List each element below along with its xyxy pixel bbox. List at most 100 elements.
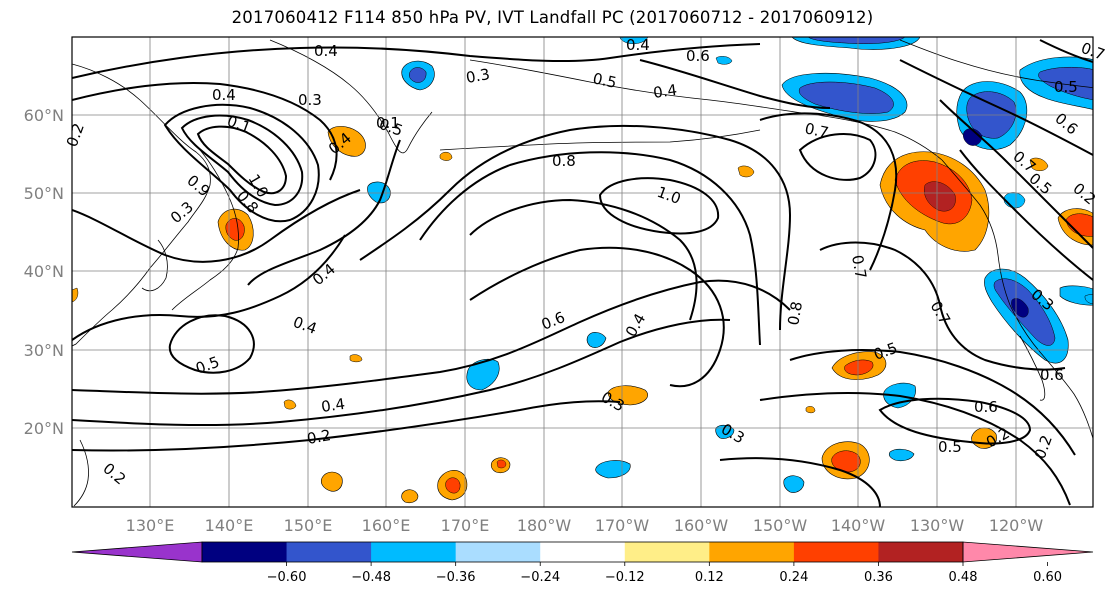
positive-anomaly-patch <box>831 450 861 473</box>
negative-anomaly-patch <box>586 332 607 348</box>
latitude-labels: 60°N 50°N 40°N 30°N 20°N <box>24 106 64 438</box>
contour-label: 0.4 <box>314 42 338 60</box>
colorbar-segment <box>878 542 964 562</box>
positive-anomaly-patch <box>737 165 755 178</box>
pv-contour <box>72 189 361 263</box>
contour-label: 0.6 <box>974 398 998 416</box>
positive-anomaly-patch <box>225 218 245 241</box>
contour-label: 0.7 <box>803 119 830 142</box>
colorbar-segment <box>793 542 879 562</box>
positive-anomaly-patch <box>349 354 363 363</box>
negative-anomaly-patch <box>715 56 733 65</box>
negative-anomaly-patch <box>783 475 805 493</box>
contour-label: 0.5 <box>1054 78 1078 96</box>
pv-contour <box>798 133 877 181</box>
contour-label: 0.8 <box>784 300 806 327</box>
positive-anomaly-patch <box>283 399 297 410</box>
coastline-asia <box>72 63 211 347</box>
pv-contour <box>72 400 621 452</box>
positive-anomaly-patch <box>844 359 874 376</box>
contour-label: 0.4 <box>652 81 678 102</box>
pv-contour <box>759 112 898 271</box>
positive-anomaly-patch <box>320 471 343 492</box>
negative-anomaly-patch <box>595 460 631 479</box>
lon-label: 160°W <box>674 516 729 535</box>
pv-contour <box>939 99 1093 249</box>
shaded-anomaly-layer <box>72 37 1093 504</box>
lon-label: 130°W <box>910 516 965 535</box>
colorbar-tick-label: 0.24 <box>779 570 808 585</box>
colorbar-segment <box>202 542 288 562</box>
coastline-kamchatka <box>269 39 433 154</box>
negative-anomaly-patch <box>619 37 649 44</box>
longitude-labels: 130°E 140°E 150°E 160°E 170°E 180°W 170°… <box>126 516 1044 535</box>
pv-contour <box>1039 39 1093 63</box>
pv-contour <box>72 234 346 341</box>
coastline-alaska <box>469 59 943 161</box>
pv-contour <box>789 349 1076 456</box>
positive-anomaly-patch <box>401 489 419 504</box>
colorbar-tick-label: 0.12 <box>695 570 724 585</box>
lon-label: 150°W <box>753 516 808 535</box>
pv-contour <box>959 149 1093 281</box>
pv-contour <box>72 43 761 79</box>
colorbar: −0.60 −0.48 −0.36 −0.24 −0.12 0.12 0.24 0.36 0.4… <box>71 541 1094 585</box>
map-background <box>72 37 1093 507</box>
colorbar-tick-label: −0.36 <box>436 570 476 585</box>
negative-anomaly-patch <box>807 37 906 44</box>
pv-contour <box>759 392 1071 506</box>
contour-label: 0.1 <box>376 114 400 132</box>
pv-contour <box>469 198 698 321</box>
colorbar-segment <box>286 542 372 562</box>
pv-contour <box>469 246 725 388</box>
colorbar-segment <box>371 542 457 562</box>
pv-contour <box>247 139 401 286</box>
lat-label: 40°N <box>24 262 64 281</box>
positive-anomaly-patch <box>327 126 366 157</box>
pv-contour <box>419 151 761 346</box>
lon-label: 180°W <box>517 516 572 535</box>
pv-contour-layer <box>72 39 1093 507</box>
pv-contour <box>180 114 304 207</box>
positive-anomaly-patch <box>439 151 453 161</box>
negative-anomaly-patch <box>715 424 735 439</box>
pv-contour <box>878 397 1032 445</box>
negative-anomaly-patch <box>466 358 500 391</box>
colorbar-segment <box>455 542 541 562</box>
lon-label: 130°E <box>126 516 175 535</box>
contour-label: 0.5 <box>591 69 618 92</box>
contour-label: 0.5 <box>938 438 962 456</box>
coastline-north-america <box>941 159 1093 440</box>
coastline-canada <box>899 39 1093 89</box>
contour-label: 0.3 <box>298 91 322 109</box>
colorbar-tick-label: −0.60 <box>267 570 307 585</box>
pv-contour <box>163 103 320 223</box>
contour-label: 0.6 <box>1040 366 1064 384</box>
lon-label: 150°E <box>284 516 333 535</box>
lon-label: 120°W <box>989 516 1044 535</box>
lon-label: 160°E <box>362 516 411 535</box>
pv-contour <box>719 457 881 507</box>
pv-contour <box>598 177 720 235</box>
colorbar-tick-label: −0.12 <box>605 570 645 585</box>
colorbar-tick-label: 0.60 <box>1033 570 1062 585</box>
pv-contour <box>196 125 288 195</box>
positive-anomaly-patch <box>805 406 816 414</box>
negative-anomaly-patch <box>963 128 983 146</box>
coastline-baja <box>1019 335 1046 401</box>
positive-anomaly-patch <box>1065 213 1093 237</box>
colorbar-segment <box>624 542 710 562</box>
negative-anomaly-patch <box>408 67 427 83</box>
colorbar-tick-label: 0.48 <box>949 570 978 585</box>
negative-anomaly-patch <box>1038 67 1093 100</box>
colorbar-outline <box>201 541 964 563</box>
negative-anomaly-patch <box>1059 285 1093 306</box>
colorbar-extend-min <box>71 541 203 563</box>
lat-label: 60°N <box>24 106 64 125</box>
colorbar-tick-label: −0.48 <box>351 570 391 585</box>
positive-anomaly-patch <box>1029 157 1049 171</box>
pv-contour <box>168 314 255 374</box>
contour-label: 0.4 <box>212 86 236 104</box>
negative-anomaly-patch <box>799 81 894 114</box>
